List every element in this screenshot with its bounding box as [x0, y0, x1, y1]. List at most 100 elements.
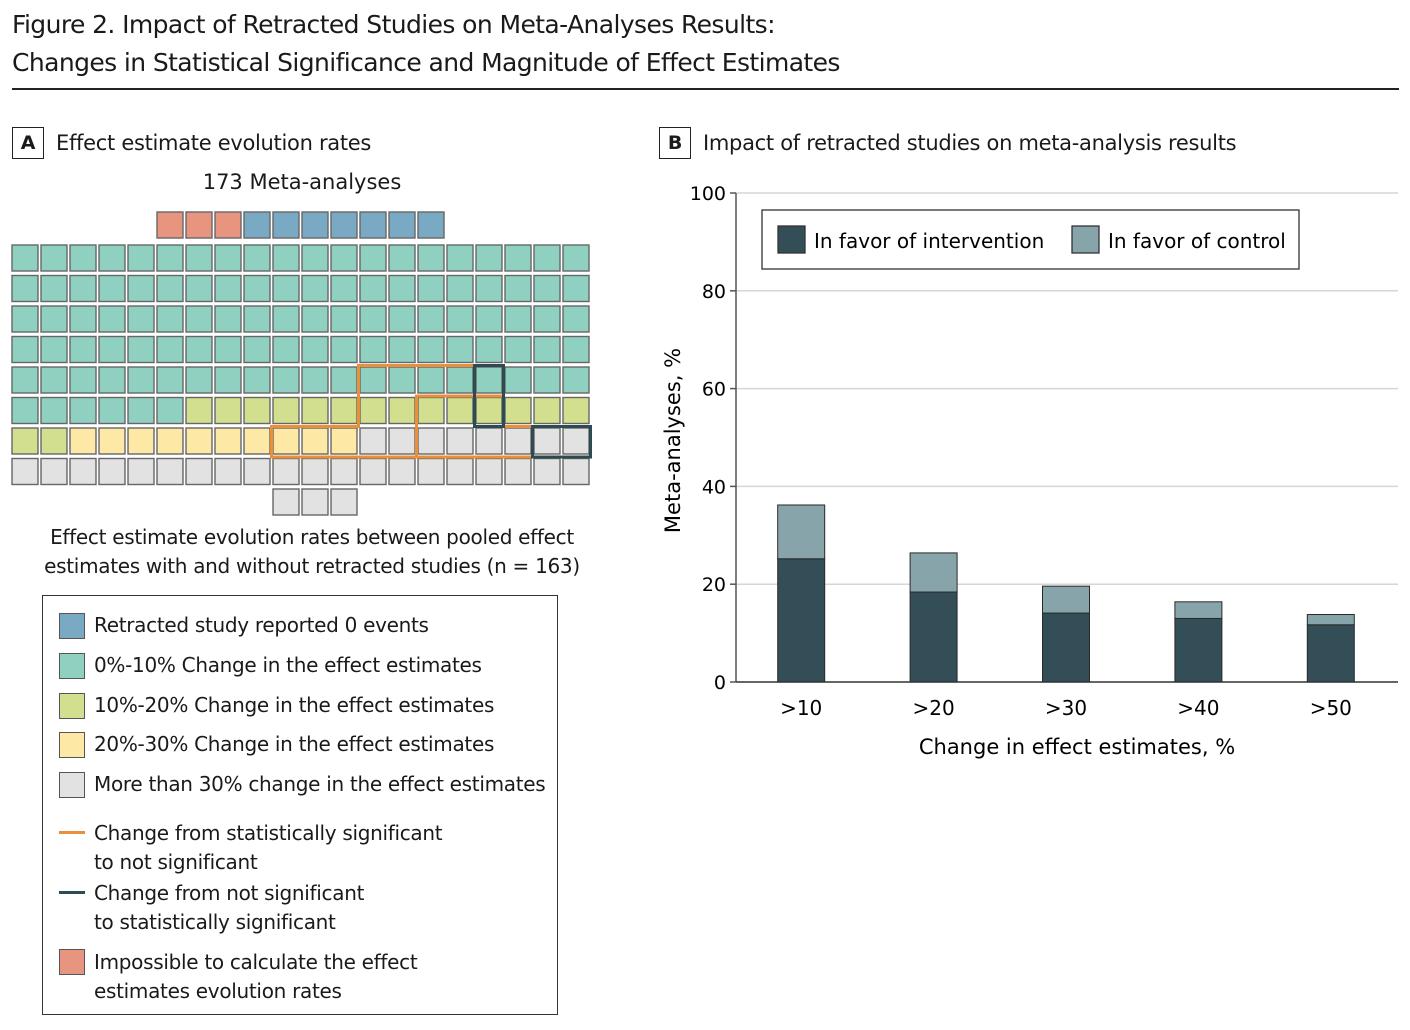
legend-item-over-30: More than 30% change in the effect estim… — [59, 772, 546, 798]
waffle-cell — [127, 244, 155, 272]
waffle-cell — [330, 335, 358, 364]
legend-label: Retracted study reported 0 events — [94, 613, 429, 637]
waffle-cell — [214, 396, 242, 425]
legend-label: Change from statistically significant to … — [94, 819, 443, 877]
waffle-cell — [243, 396, 271, 425]
legend-swatch — [1071, 225, 1100, 254]
waffle-cell — [301, 305, 329, 333]
legend-line-dark — [59, 891, 85, 894]
waffle-cell — [504, 396, 532, 425]
legend-label: Impossible to calculate the effect estima… — [94, 948, 418, 1006]
waffle-cell — [533, 244, 561, 272]
waffle-cell — [98, 305, 126, 333]
panel-b-title: Impact of retracted studies on meta-anal… — [703, 131, 1237, 155]
bar-intervention — [1306, 624, 1355, 683]
waffle-caption: Effect estimate evolution rates between … — [12, 523, 612, 581]
y-tick-label: 40 — [702, 476, 726, 498]
waffle-cell — [40, 366, 68, 394]
waffle-cell — [533, 335, 561, 364]
waffle-cell — [359, 396, 387, 425]
x-tick-label: >30 — [1045, 696, 1087, 720]
waffle-cell — [127, 427, 155, 455]
waffle-cell — [301, 335, 329, 364]
waffle-cell — [214, 244, 242, 272]
waffle-cell — [562, 274, 590, 303]
waffle-cell — [69, 305, 97, 333]
waffle-cell — [446, 427, 474, 455]
x-tick-label: >20 — [912, 696, 954, 720]
waffle-cell — [301, 274, 329, 303]
waffle-cell — [127, 457, 155, 486]
waffle-cell — [98, 335, 126, 364]
waffle-cell — [388, 457, 416, 486]
waffle-cell — [504, 305, 532, 333]
waffle-cell — [127, 305, 155, 333]
waffle-cell — [475, 366, 503, 394]
legend-swatch — [59, 653, 85, 679]
bar-intervention — [777, 558, 826, 683]
legend-label-line: to statistically significant — [94, 910, 336, 934]
waffle-cell — [69, 244, 97, 272]
waffle-cell — [243, 305, 271, 333]
legend-swatch — [59, 772, 85, 798]
waffle-cell-retracted-study-reported-0-events — [243, 211, 271, 239]
waffle-cell — [533, 305, 561, 333]
x-tick-label: >40 — [1177, 696, 1219, 720]
waffle-cell — [156, 305, 184, 333]
waffle-cell — [11, 457, 39, 486]
waffle-cell — [127, 366, 155, 394]
waffle-cell — [185, 305, 213, 333]
waffle-cell — [301, 457, 329, 486]
legend-item-sig-to-nonsig: Change from statistically significant to … — [59, 819, 443, 877]
legend-swatch — [59, 693, 85, 719]
waffle-chart — [11, 211, 592, 516]
outline-nonsig-to-sig — [473, 364, 505, 428]
waffle-cell — [330, 396, 358, 425]
waffle-cell — [475, 427, 503, 455]
waffle-cell — [359, 457, 387, 486]
waffle-cell — [475, 335, 503, 364]
waffle-cell — [11, 335, 39, 364]
waffle-legend: Retracted study reported 0 events 0%-10%… — [42, 595, 558, 1015]
bar-intervention — [1042, 612, 1090, 683]
panel-a-header: A Effect estimate evolution rates — [12, 127, 371, 159]
panel-b-header: B Impact of retracted studies on meta-an… — [659, 127, 1237, 159]
waffle-cell — [40, 457, 68, 486]
panel-a-label: A — [12, 127, 44, 159]
chart-legend — [761, 209, 1300, 270]
waffle-cell — [533, 427, 561, 455]
waffle-cell — [359, 305, 387, 333]
x-tick-label: >10 — [780, 696, 822, 720]
waffle-cell — [11, 244, 39, 272]
waffle-cell — [446, 274, 474, 303]
waffle-cell — [533, 274, 561, 303]
waffle-cell — [69, 274, 97, 303]
waffle-cell — [388, 244, 416, 272]
waffle-cell — [98, 427, 126, 455]
waffle-cell — [40, 274, 68, 303]
legend-label-control: In favor of control — [1108, 229, 1286, 253]
waffle-cell — [98, 274, 126, 303]
waffle-cell — [330, 305, 358, 333]
panel-b-label: B — [659, 127, 691, 159]
waffle-cell — [214, 305, 242, 333]
waffle-cell — [533, 396, 561, 425]
waffle-cell-retracted-study-reported-0-events — [388, 211, 416, 239]
waffle-cell — [156, 427, 184, 455]
waffle-cell-retracted-study-reported-0-events — [417, 211, 445, 239]
waffle-cell — [417, 305, 445, 333]
legend-label: 20%-30% Change in the effect estimates — [94, 732, 495, 756]
caption-line-2: estimates with and without retracted stu… — [44, 554, 580, 578]
waffle-cell-impossible-to-calculate — [185, 211, 213, 239]
waffle-cell — [40, 427, 68, 455]
legend-label-line: Impossible to calculate the effect — [94, 950, 418, 974]
waffle-cell — [40, 244, 68, 272]
waffle-cell — [359, 427, 387, 455]
waffle-cell — [156, 274, 184, 303]
legend-line-orange — [59, 831, 85, 834]
waffle-cell — [11, 427, 39, 455]
bar-control — [909, 552, 958, 593]
waffle-cell-impossible-to-calculate — [156, 211, 184, 239]
waffle-cell — [562, 457, 590, 486]
waffle-cell — [11, 366, 39, 394]
